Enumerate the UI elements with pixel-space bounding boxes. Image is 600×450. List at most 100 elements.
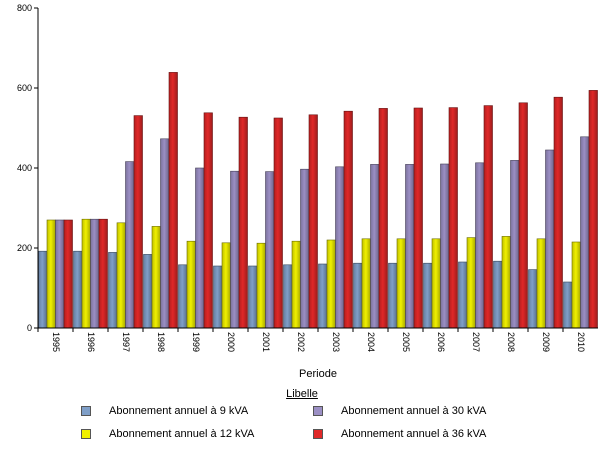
legend: Libelle Abonnement annuel à 9 kVA Abonne… [0,386,600,450]
x-tick-label: 2002 [296,332,306,352]
legend-item-36kva: Abonnement annuel à 36 kVA [313,427,486,441]
legend-label-30kva: Abonnement annuel à 30 kVA [341,405,487,417]
bar-2010-series-0 [563,281,573,329]
bar-2002-series-3 [308,114,318,329]
bar-2004-series-0 [353,262,363,329]
bar-2000-series-2 [230,170,240,329]
x-tick-label: 1998 [156,332,166,352]
y-tick-label: 200 [17,243,32,253]
x-tick-label: 2003 [331,332,341,352]
bar-1998-series-0 [143,254,153,329]
x-tick-label: 2004 [366,332,376,352]
bar-2006-series-1 [431,238,441,329]
bar-1996-series-3 [98,218,108,329]
bar-1995-series-0 [38,250,48,329]
bar-2003-series-0 [318,263,328,329]
bar-2010-series-2 [580,136,590,329]
bar-1996-series-0 [73,250,83,329]
bar-2010-series-3 [588,90,598,329]
x-tick-label: 1999 [191,332,201,352]
x-tick-label: 2008 [506,332,516,352]
bar-2003-series-2 [335,166,345,329]
bar-2004-series-1 [361,238,371,329]
bar-1995-series-1 [46,219,56,329]
bar-2008-series-3 [518,102,528,329]
x-tick-label: 2010 [576,332,586,352]
x-tick-label: 2007 [471,332,481,352]
bar-2000-series-1 [221,242,231,329]
legend-label-36kva: Abonnement annuel à 36 kVA [341,428,487,440]
bar-chart: 0 200 400 600 800 1995 1996 1997 1998 1999 2000 20… [17,3,598,380]
bar-2005-series-0 [388,262,398,329]
y-tick-label: 0 [27,323,32,333]
y-tick-label: 800 [17,3,32,13]
x-tick-label: 2000 [226,332,236,352]
bar-1999-series-3 [203,112,213,329]
bar-2001-series-2 [265,171,275,329]
bar-2005-series-2 [405,164,415,329]
bar-1995-series-3 [63,219,73,329]
bar-1996-series-2 [90,218,100,329]
bar-2004-series-2 [370,164,380,329]
bar-2001-series-1 [256,242,266,329]
bars-group [38,72,598,329]
bar-2005-series-3 [413,107,423,329]
bar-2009-series-0 [528,269,538,329]
x-tick-label: 1996 [86,332,96,352]
bar-2009-series-3 [553,96,563,329]
x-axis-ticks: 1995 1996 1997 1998 1999 2000 2001 2002 2003 2004… [37,328,586,352]
bar-2007-series-2 [475,162,485,329]
x-tick-label: 2005 [401,332,411,352]
bar-2005-series-1 [396,238,406,329]
bar-2010-series-1 [571,241,581,329]
bar-1999-series-1 [186,240,196,329]
legend-item-12kva: Abonnement annuel à 12 kVA [81,427,254,441]
legend-item-9kva: Abonnement annuel à 9 kVA [81,404,248,418]
legend-label-9kva: Abonnement annuel à 9 kVA [109,405,249,417]
y-axis-ticks: 0 200 400 600 800 [17,3,38,333]
bar-1997-series-3 [133,115,143,329]
bar-2008-series-2 [510,160,520,329]
bar-2000-series-3 [238,116,248,329]
bar-2007-series-3 [483,105,493,329]
bar-1998-series-1 [151,226,161,329]
legend-title: Libelle [286,388,318,400]
legend-swatch-30kva [313,406,323,416]
legend-label-12kva: Abonnement annuel à 12 kVA [109,428,255,440]
bar-2008-series-1 [501,236,511,329]
bar-1998-series-3 [168,72,178,329]
bar-2001-series-3 [273,117,283,329]
x-tick-label: 1995 [51,332,61,352]
bar-2002-series-1 [291,240,301,329]
bar-2003-series-1 [326,239,336,329]
bar-2008-series-0 [493,260,503,329]
bar-1997-series-2 [125,161,135,329]
bar-2006-series-2 [440,163,450,329]
y-tick-label: 400 [17,163,32,173]
bar-2004-series-3 [378,108,388,329]
legend-swatch-36kva [313,429,323,439]
bar-2009-series-1 [536,238,546,329]
x-tick-label: 2001 [261,332,271,352]
bar-2002-series-2 [300,168,310,329]
bar-1999-series-0 [178,264,188,329]
bar-1999-series-2 [195,167,205,329]
bar-1998-series-2 [160,138,170,329]
bar-2007-series-0 [458,261,468,329]
bar-2001-series-0 [248,265,258,329]
bar-1997-series-0 [108,252,118,329]
x-tick-label: 2006 [436,332,446,352]
x-tick-label: 1997 [121,332,131,352]
bar-2002-series-0 [283,264,293,329]
x-tick-label: 2009 [541,332,551,352]
bar-2000-series-0 [213,265,223,329]
bar-1997-series-1 [116,222,126,329]
bar-1996-series-1 [81,218,91,329]
bar-2006-series-3 [448,107,458,329]
bar-2006-series-0 [423,262,433,329]
x-axis-title: Periode [299,368,337,380]
bar-2007-series-1 [466,237,476,329]
legend-item-30kva: Abonnement annuel à 30 kVA [313,404,486,418]
bar-1995-series-2 [55,219,65,329]
legend-swatch-12kva [81,429,91,439]
